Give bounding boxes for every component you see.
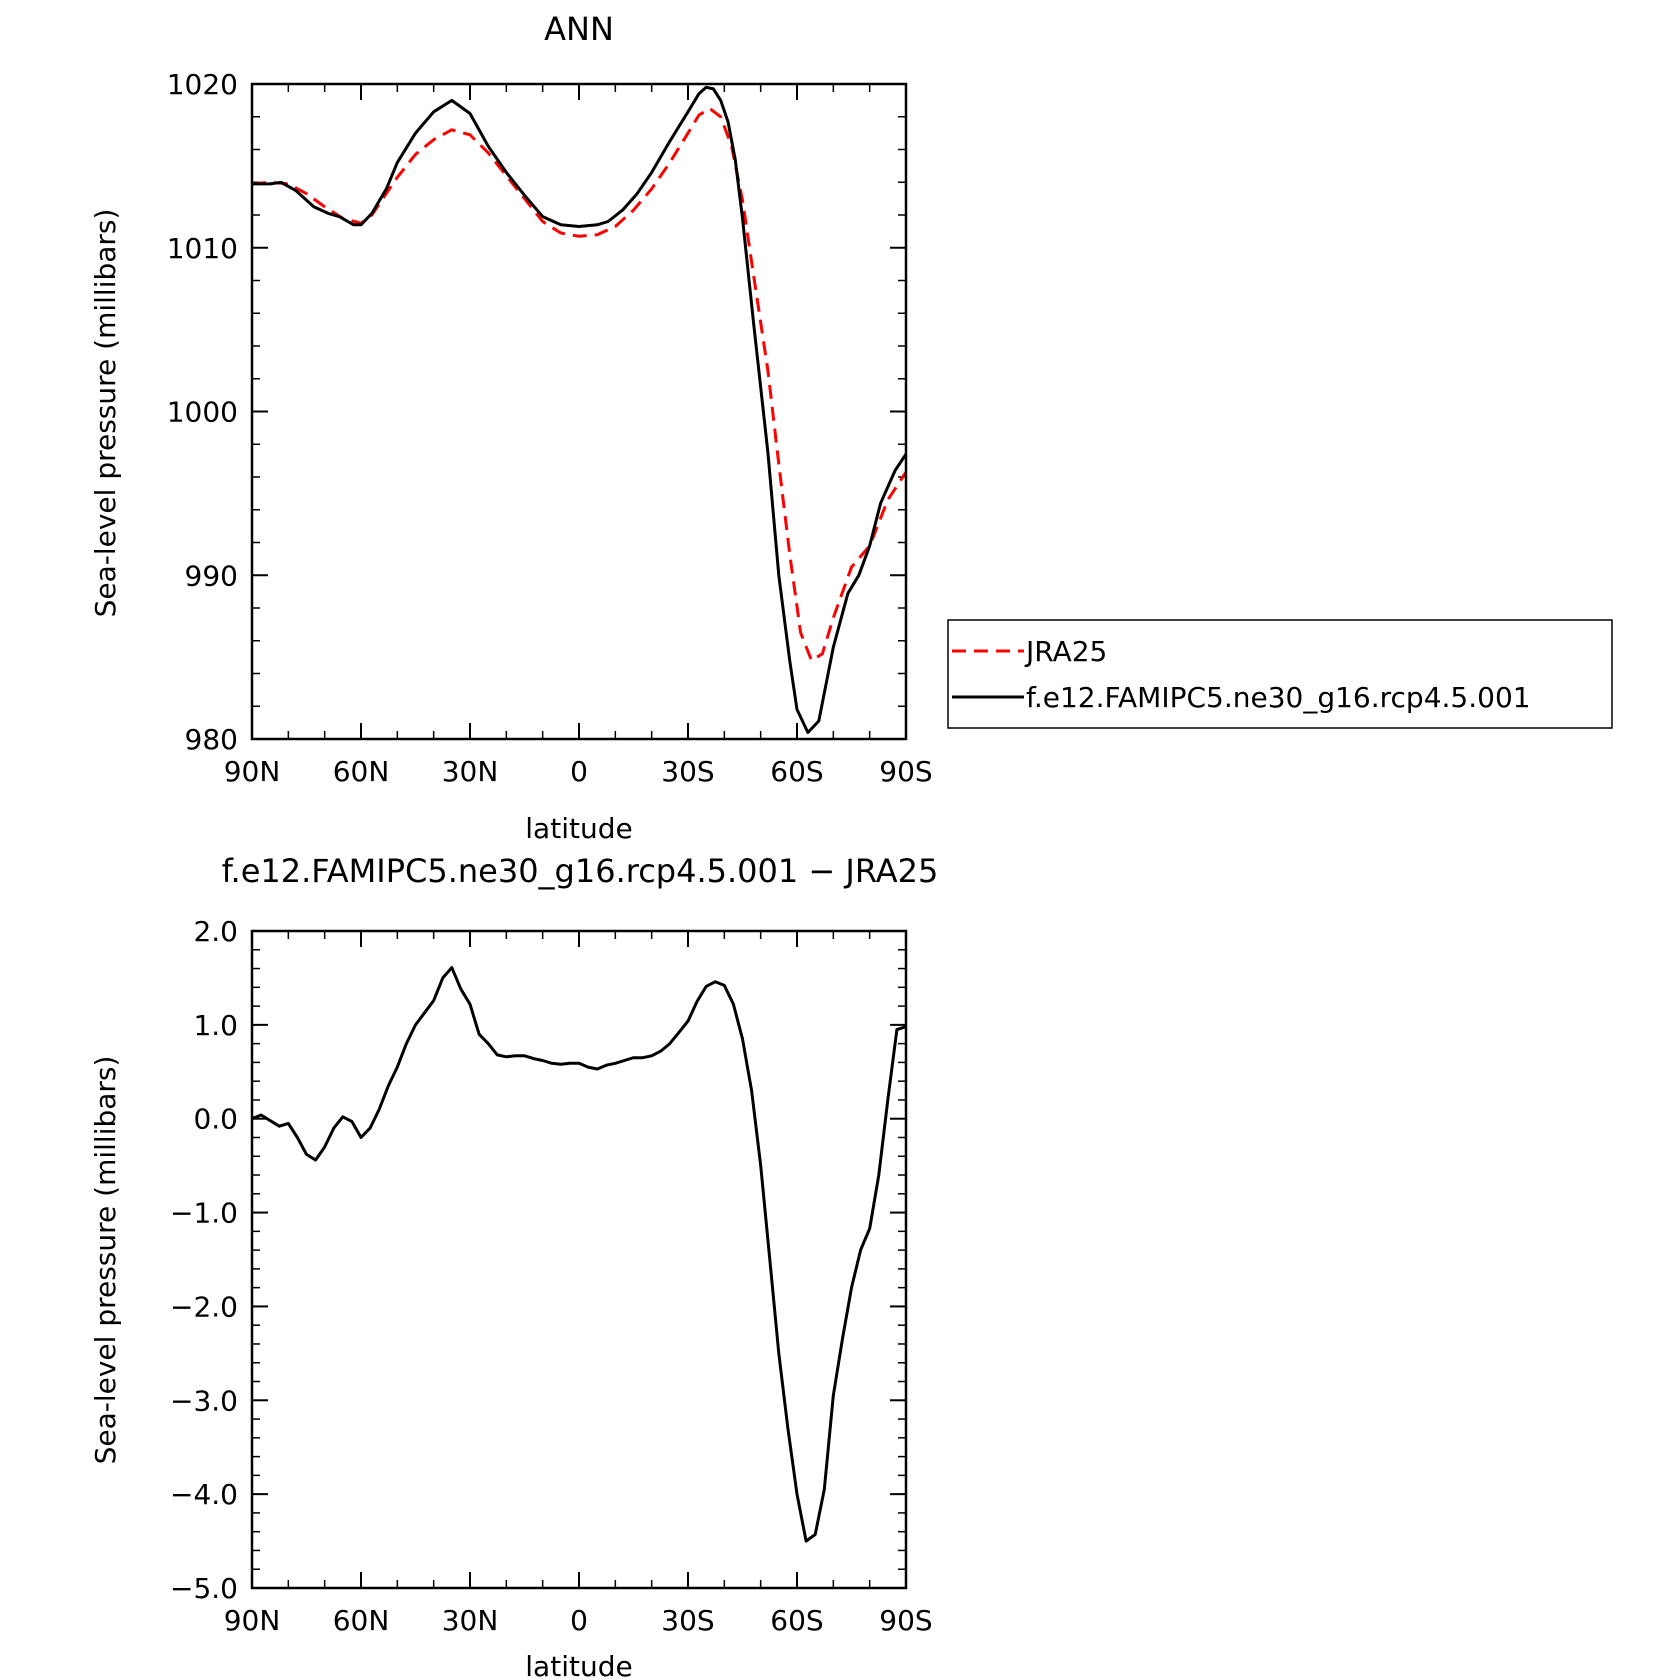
y-tick-label: −1.0 [170, 1197, 238, 1230]
x-tick-label: 0 [570, 1604, 588, 1637]
y-axis-label: Sea-level pressure (millibars) [89, 209, 122, 618]
y-tick-label: 1010 [167, 232, 238, 265]
y-tick-label: −5.0 [170, 1572, 238, 1605]
sea-level-pressure-plot: ANN Sea-level pressure (millibars) latit… [89, 10, 933, 845]
plot-title: ANN [544, 10, 614, 48]
plot-frame [250, 82, 908, 741]
series-line-difference [251, 966, 907, 1543]
plot-frame [250, 929, 908, 1590]
x-tick-label: 30S [661, 1604, 714, 1637]
y-tick-label: −3.0 [170, 1384, 238, 1417]
y-tick-label: −4.0 [170, 1478, 238, 1511]
difference-plot: f.e12.FAMIPC5.ne30_g16.rcp4.5.001 − JRA2… [89, 852, 938, 1680]
x-tick-label: 60S [770, 755, 823, 788]
x-axis-label: latitude [525, 812, 632, 845]
x-tick-label: 90N [224, 1604, 281, 1637]
x-tick-label: 30N [442, 755, 499, 788]
y-tick-label: 0.0 [193, 1103, 238, 1136]
y-tick-label: 1.0 [193, 1009, 238, 1042]
x-tick-label: 90S [879, 755, 932, 788]
series-line-model [252, 85, 908, 734]
x-tick-label: 30S [661, 755, 714, 788]
series-line-jra25 [251, 107, 908, 662]
x-tick-label: 0 [570, 755, 588, 788]
legend-label-jra25: JRA25 [1024, 635, 1107, 668]
x-tick-label: 60N [333, 1604, 390, 1637]
y-tick-label: −2.0 [170, 1290, 238, 1323]
plot-title: f.e12.FAMIPC5.ne30_g16.rcp4.5.001 − JRA2… [222, 852, 939, 890]
legend: JRA25 f.e12.FAMIPC5.ne30_g16.rcp4.5.001 [947, 619, 1613, 729]
y-tick-label: 1000 [167, 396, 238, 429]
y-tick-label: 2.0 [193, 915, 238, 948]
x-tick-label: 90S [879, 1604, 932, 1637]
y-tick-label: 990 [185, 559, 238, 592]
x-tick-label: 60N [333, 755, 390, 788]
x-tick-label: 30N [442, 1604, 499, 1637]
legend-label-model: f.e12.FAMIPC5.ne30_g16.rcp4.5.001 [1026, 681, 1531, 714]
y-tick-label: 980 [185, 723, 238, 756]
y-axis-label: Sea-level pressure (millibars) [89, 1056, 122, 1465]
x-tick-label: 60S [770, 1604, 823, 1637]
y-tick-label: 1020 [167, 68, 238, 101]
x-axis-label: latitude [525, 1650, 632, 1680]
x-tick-label: 90N [224, 755, 281, 788]
legend-box [947, 619, 1613, 729]
